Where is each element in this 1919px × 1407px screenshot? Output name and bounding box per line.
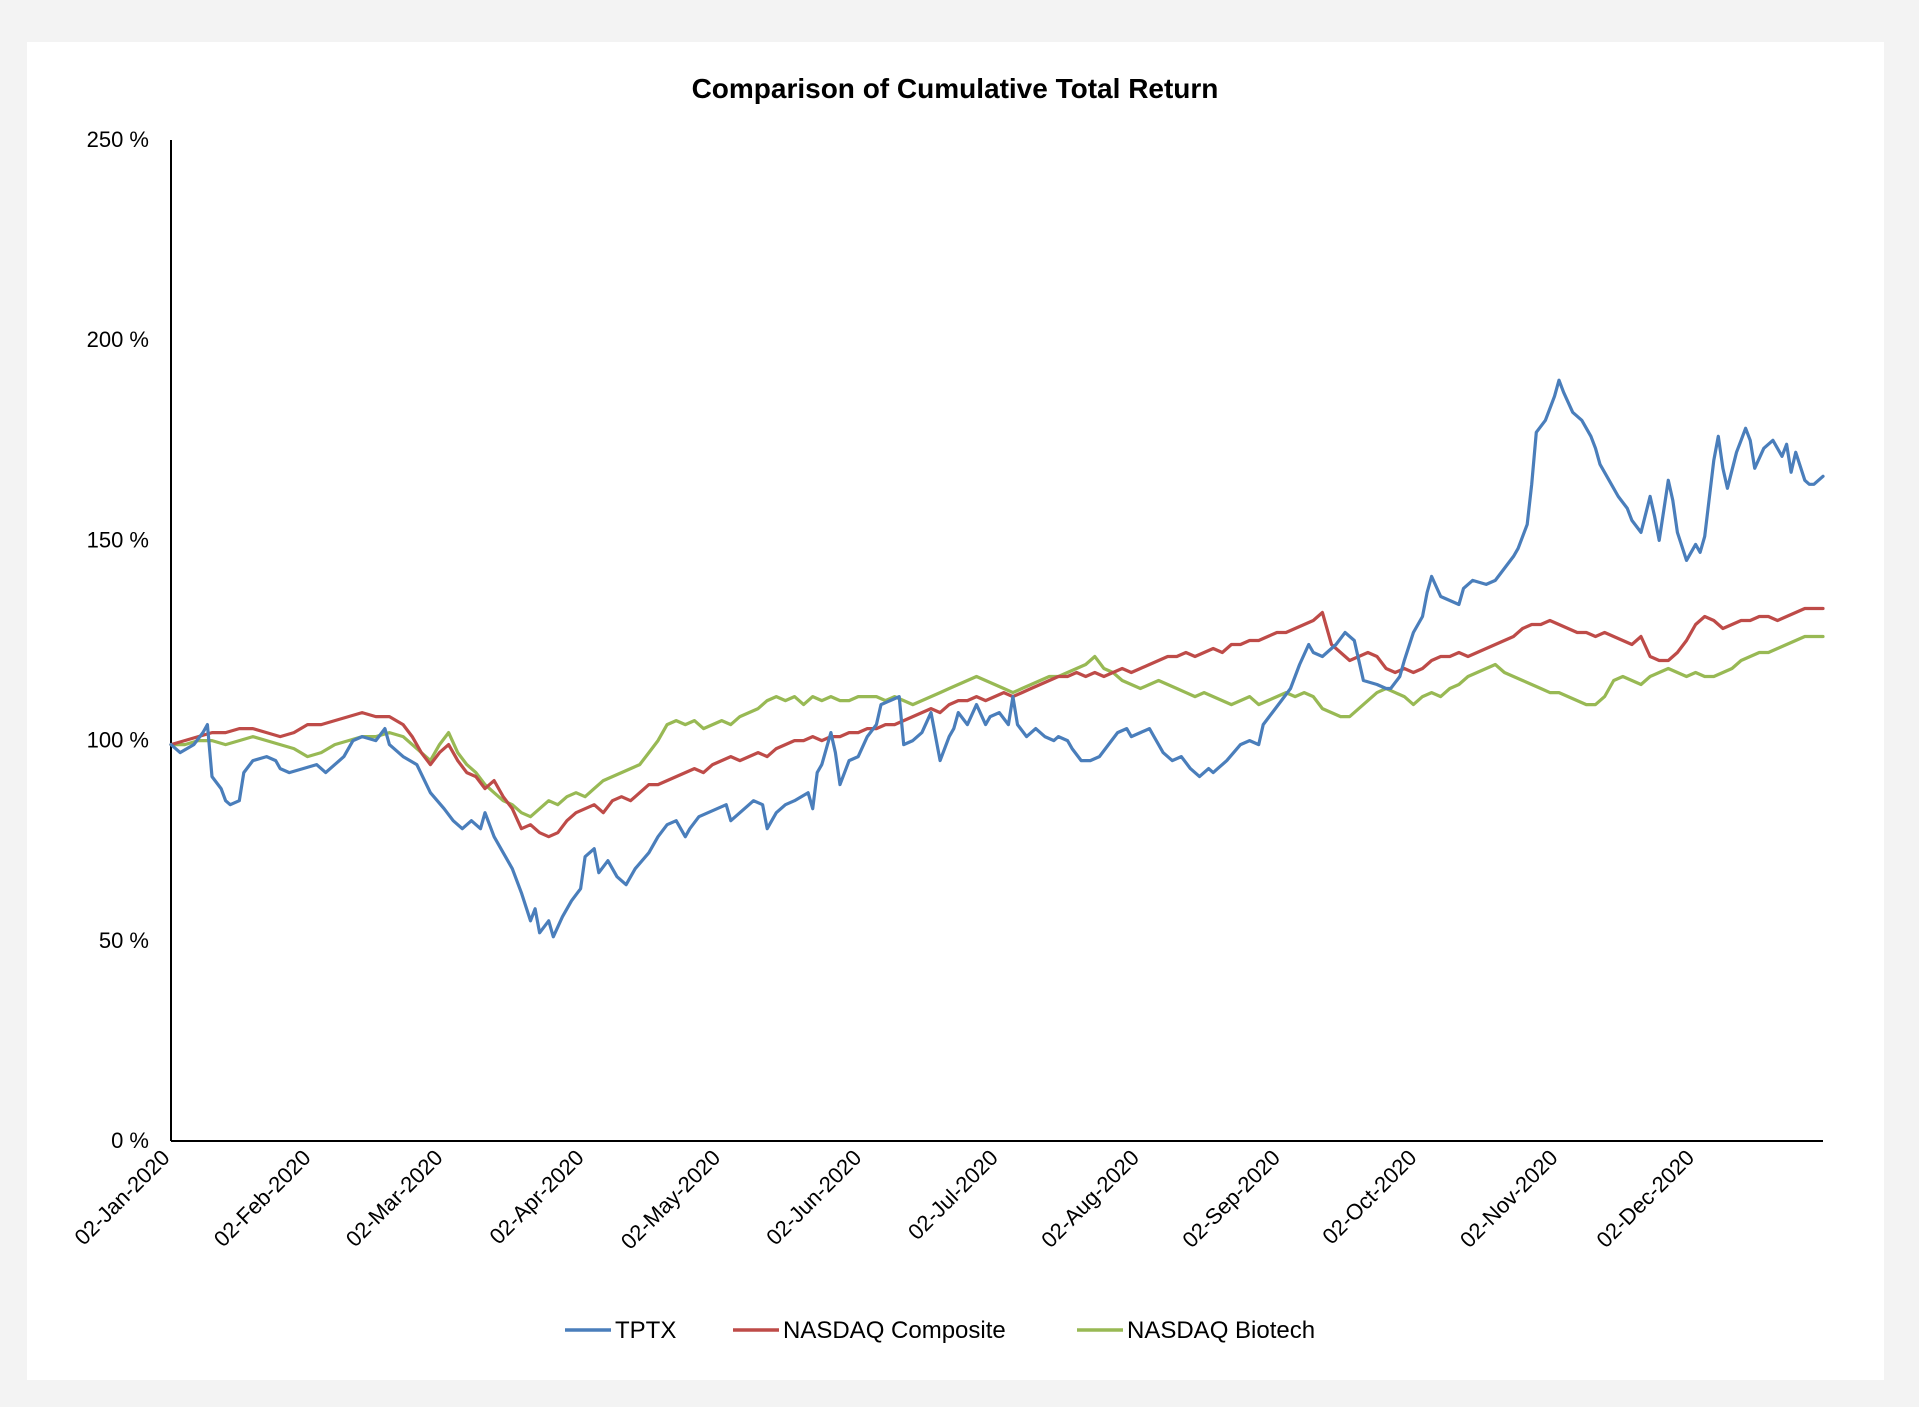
x-tick-label: 02-Dec-2020 [1591, 1145, 1699, 1253]
legend-label: NASDAQ Biotech [1127, 1317, 1315, 1344]
series-line-nasdaq-biotech [169, 634, 1825, 819]
x-tick-label: 02-Feb-2020 [209, 1145, 316, 1252]
x-tick-label: 02-Mar-2020 [341, 1145, 448, 1252]
plot-area: 0 % 50 % 100 % 150 % 200 % 250 % 02-Jan-2020 02… [69, 127, 1825, 1254]
legend-label: NASDAQ Composite [783, 1317, 1006, 1344]
x-tick-label: 02-Nov-2020 [1455, 1145, 1563, 1253]
series-line-nasdaq-composite [169, 606, 1825, 839]
x-tick-label: 02-May-2020 [616, 1145, 725, 1254]
y-tick-label: 250 % [87, 127, 149, 152]
y-tick-label: 100 % [87, 728, 149, 753]
legend-item-tptx: TPTX [565, 1317, 676, 1344]
chart-frame: Comparison of Cumulative Total Return 0 … [27, 42, 1884, 1380]
chart-svg: Comparison of Cumulative Total Return 0 … [69, 73, 1825, 1344]
y-tick-label: 150 % [87, 527, 149, 552]
x-tick-label: 02-Aug-2020 [1036, 1145, 1144, 1253]
legend-item-nasdaq-composite: NASDAQ Composite [733, 1317, 1006, 1344]
y-tick-label: 50 % [99, 928, 149, 953]
legend-item-nasdaq-biotech: NASDAQ Biotech [1077, 1317, 1315, 1344]
x-tick-label: 02-Jan-2020 [69, 1145, 174, 1250]
x-tick-label: 02-Oct-2020 [1317, 1145, 1421, 1249]
x-tick-label: 02-Sep-2020 [1177, 1145, 1285, 1253]
x-tick-label: 02-Jul-2020 [903, 1145, 1003, 1245]
x-tick-label: 02-Apr-2020 [485, 1145, 589, 1249]
series-line-tptx [169, 378, 1825, 939]
y-tick-label: 200 % [87, 327, 149, 352]
legend: TPTX NASDAQ Composite NASDAQ Biotech [565, 1317, 1315, 1344]
y-tick-label: 0 % [111, 1128, 149, 1153]
x-tick-label: 02-Jun-2020 [761, 1145, 866, 1250]
chart-title: Comparison of Cumulative Total Return [692, 73, 1219, 104]
legend-label: TPTX [615, 1317, 676, 1344]
